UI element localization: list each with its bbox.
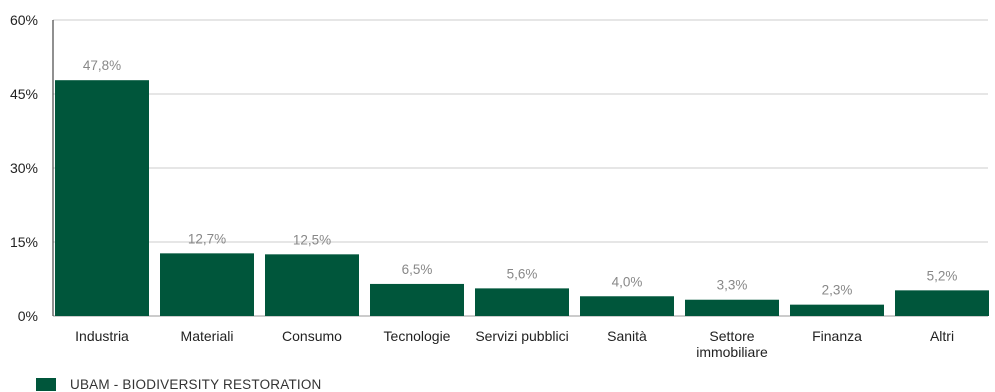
x-tick-label: Altri [930,328,954,344]
bar [790,304,884,316]
y-tick-label: 0% [18,308,38,324]
x-tick-label-line: Materiali [181,328,234,344]
legend-swatch [36,377,56,391]
data-label: 3,3% [717,278,748,293]
data-label: 47,8% [83,58,121,73]
y-tick-label: 15% [10,234,38,250]
bar [475,288,569,316]
x-tick-label: Sanità [607,328,647,344]
y-axis-ticks: 0% 15% 30% 45% 60% [10,12,38,324]
x-tick-label: Consumo [282,328,342,344]
bar [265,254,359,316]
data-label: 2,3% [822,283,853,298]
x-tick-label: Industria [75,328,129,344]
data-label: 12,7% [188,231,226,246]
legend: UBAM - BIODIVERSITY RESTORATION [36,376,322,392]
bar [160,253,254,316]
data-label: 5,6% [507,266,538,281]
x-tick-label-line: Settore [709,328,754,344]
y-tick-label: 60% [10,12,38,28]
x-tick-label: Finanza [812,328,862,344]
bar [685,299,779,316]
bar [580,296,674,316]
legend-label: UBAM - BIODIVERSITY RESTORATION [70,376,322,392]
x-tick-label: Tecnologie [384,328,451,344]
bar [55,80,149,316]
y-tick-label: 30% [10,160,38,176]
x-tick-label: Servizi pubblici [475,328,568,344]
x-tick-label-line: immobiliare [696,344,768,360]
x-tick-label: Settore immobiliare [696,328,768,360]
data-label: 6,5% [402,262,433,277]
bars [55,80,989,316]
data-label: 4,0% [612,274,643,289]
x-tick-label-line: Finanza [812,328,862,344]
x-tick-label-line: Sanità [607,328,647,344]
x-tick-label-line: Servizi pubblici [475,328,568,344]
x-tick-label-line: Tecnologie [384,328,451,344]
bar [370,283,464,316]
data-label: 5,2% [927,268,958,283]
x-tick-label: Materiali [181,328,234,344]
x-tick-label-line: Altri [930,328,954,344]
x-tick-label-line: Industria [75,328,129,344]
data-label: 12,5% [293,232,331,247]
bar [895,290,989,316]
data-labels: 47,8% 12,7% 12,5% 6,5% 5,6% 4,0% 3,3% 2,3% 5,2% [83,58,958,297]
x-tick-label-line: Consumo [282,328,342,344]
y-tick-label: 45% [10,86,38,102]
x-axis-ticks: Industria Materiali Consumo Tecnologie Servi… [75,328,954,360]
